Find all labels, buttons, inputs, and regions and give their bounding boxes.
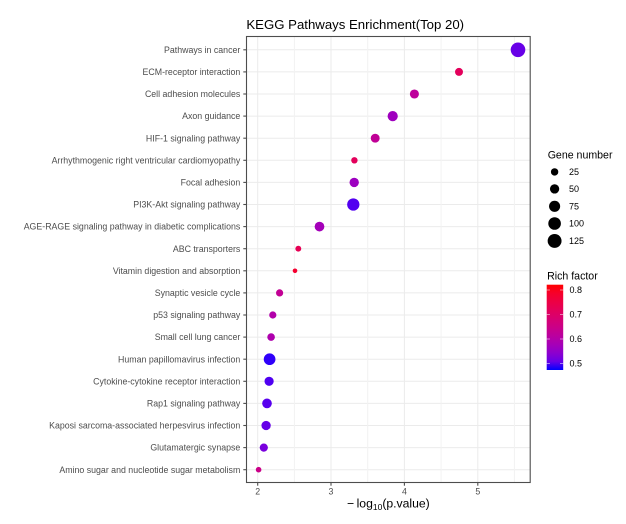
svg-text:Arrhythmogenic right ventricul: Arrhythmogenic right ventricular cardiom… xyxy=(52,155,241,165)
svg-text:3: 3 xyxy=(329,486,334,496)
svg-text:Pathways in cancer: Pathways in cancer xyxy=(164,45,240,55)
svg-text:75: 75 xyxy=(569,202,579,212)
svg-text:Synaptic vesicle cycle: Synaptic vesicle cycle xyxy=(155,288,241,298)
svg-text:ABC transporters: ABC transporters xyxy=(173,244,241,254)
svg-text:Gene number: Gene number xyxy=(548,149,613,161)
svg-text:Focal adhesion: Focal adhesion xyxy=(181,178,241,188)
svg-text:Axon guidance: Axon guidance xyxy=(182,111,240,121)
svg-text:Rich factor: Rich factor xyxy=(547,270,598,282)
svg-text:Kaposi sarcoma-associated herp: Kaposi sarcoma-associated herpesvirus in… xyxy=(49,421,240,431)
svg-text:Cell adhesion molecules: Cell adhesion molecules xyxy=(145,89,241,99)
svg-text:PI3K-Akt signaling pathway: PI3K-Akt signaling pathway xyxy=(133,200,241,210)
svg-text:0.7: 0.7 xyxy=(570,310,583,320)
svg-text:− log10(p.value): − log10(p.value) xyxy=(347,496,430,512)
svg-text:ECM-receptor interaction: ECM-receptor interaction xyxy=(143,67,241,77)
svg-text:Small cell lung cancer: Small cell lung cancer xyxy=(155,332,241,342)
svg-text:AGE-RAGE signaling pathway in: AGE-RAGE signaling pathway in diabetic c… xyxy=(24,222,241,232)
svg-text:Amino sugar and nucleotide sug: Amino sugar and nucleotide sugar metabol… xyxy=(59,465,240,475)
svg-text:Glutamatergic synapse: Glutamatergic synapse xyxy=(150,443,240,453)
svg-text:4: 4 xyxy=(402,486,407,496)
svg-text:Rap1 signaling pathway: Rap1 signaling pathway xyxy=(147,399,241,409)
svg-text:5: 5 xyxy=(475,486,480,496)
svg-text:Vitamin digestion and absorpti: Vitamin digestion and absorption xyxy=(113,266,241,276)
svg-text:25: 25 xyxy=(569,167,579,177)
svg-text:100: 100 xyxy=(569,219,584,229)
svg-text:0.6: 0.6 xyxy=(570,334,583,344)
svg-text:0.8: 0.8 xyxy=(570,285,583,295)
svg-text:Cytokine-cytokine receptor int: Cytokine-cytokine receptor interaction xyxy=(93,376,240,386)
svg-text:KEGG Pathways Enrichment(Top 2: KEGG Pathways Enrichment(Top 20) xyxy=(246,17,464,32)
svg-text:0.5: 0.5 xyxy=(570,359,583,369)
svg-text:2: 2 xyxy=(255,486,260,496)
svg-text:p53 signaling pathway: p53 signaling pathway xyxy=(153,310,241,320)
svg-text:HIF-1 signaling pathway: HIF-1 signaling pathway xyxy=(146,133,241,143)
svg-text:Human papillomavirus infection: Human papillomavirus infection xyxy=(118,354,240,364)
svg-text:50: 50 xyxy=(569,184,579,194)
svg-text:125: 125 xyxy=(569,236,584,246)
